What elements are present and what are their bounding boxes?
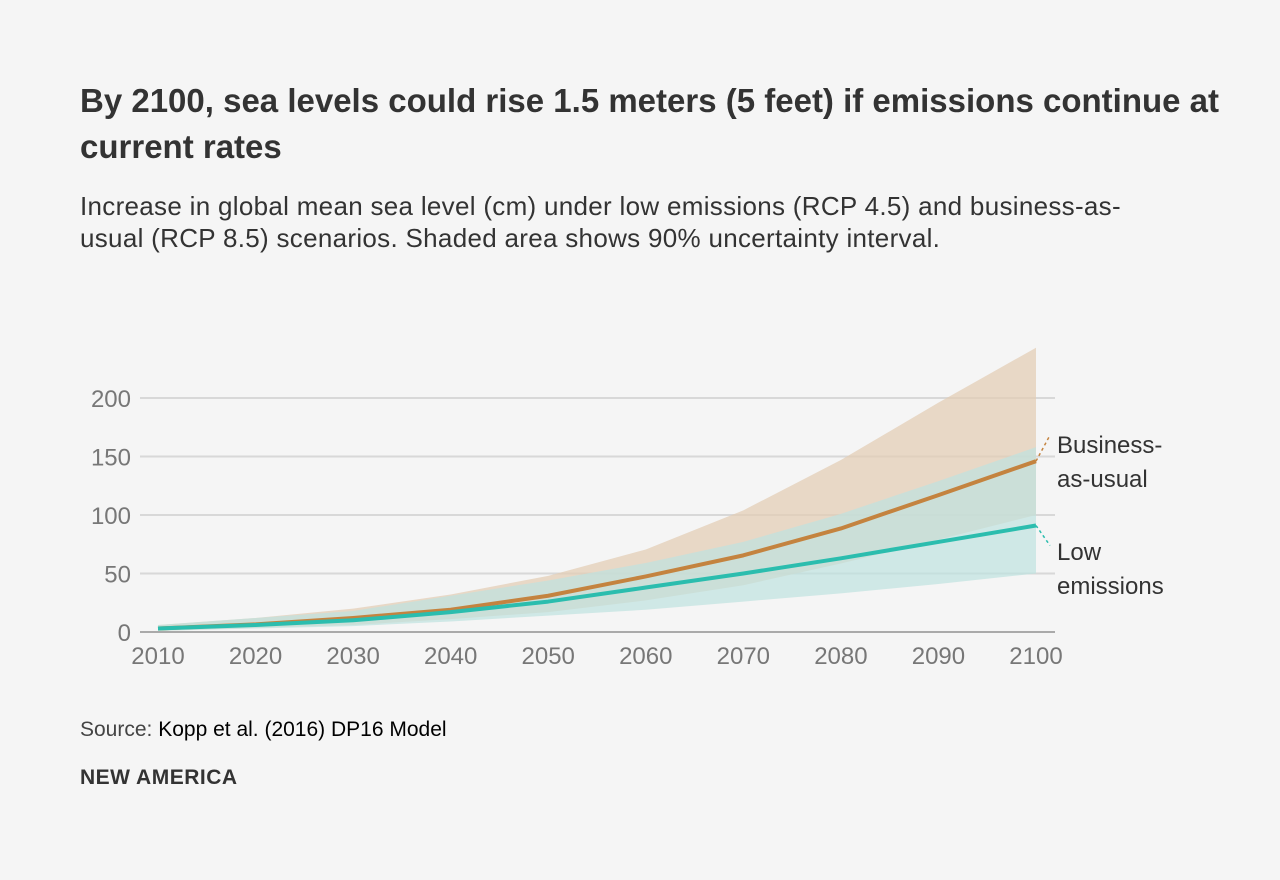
- y-tick-label: 150: [91, 445, 131, 472]
- x-tick-label: 2020: [229, 643, 282, 670]
- x-tick-label: 2080: [814, 643, 867, 670]
- source-text: Kopp et al. (2016) DP16 Model: [158, 718, 447, 741]
- series-label: Business-: [1057, 432, 1162, 459]
- series-labels: Business-as-usual Low emissions: [1035, 432, 1164, 600]
- series-label: emissions: [1057, 573, 1164, 600]
- brand-logo: NEW AMERICA: [80, 766, 238, 789]
- series-label: Low: [1057, 539, 1102, 566]
- x-tick-label: 2060: [619, 643, 672, 670]
- y-tick-label: 0: [118, 620, 131, 647]
- label-leader-line: [1035, 525, 1051, 546]
- uncertainty-band-1: [158, 447, 1036, 631]
- label-leader-line: [1035, 434, 1051, 462]
- x-tick-label: 2030: [326, 643, 379, 670]
- x-tick-label: 2100: [1009, 643, 1062, 670]
- uncertainty-bands: [158, 347, 1036, 631]
- source-note: Source: Kopp et al. (2016) DP16 Model: [80, 718, 447, 742]
- x-tick-label: 2010: [131, 643, 184, 670]
- source-label: Source:: [80, 718, 153, 741]
- x-tick-label: 2070: [717, 643, 770, 670]
- y-tick-label: 50: [104, 562, 131, 589]
- axes: 0 50 100 150 200 2010 2020 2030 2040 2050 2060 2070…: [91, 386, 1063, 670]
- series-lines: [157, 459, 1037, 631]
- x-tick-label: 2040: [424, 643, 477, 670]
- y-tick-label: 200: [91, 386, 131, 413]
- x-tick-label: 2050: [522, 643, 575, 670]
- series-label: as-usual: [1057, 466, 1148, 493]
- x-tick-label: 2090: [912, 643, 965, 670]
- y-tick-label: 100: [91, 503, 131, 530]
- chart-subtitle: Increase in global mean sea level (cm) u…: [80, 191, 1121, 253]
- chart-title: By 2100, sea levels could rise 1.5 meter…: [80, 82, 1219, 165]
- series-line-1: [157, 523, 1037, 631]
